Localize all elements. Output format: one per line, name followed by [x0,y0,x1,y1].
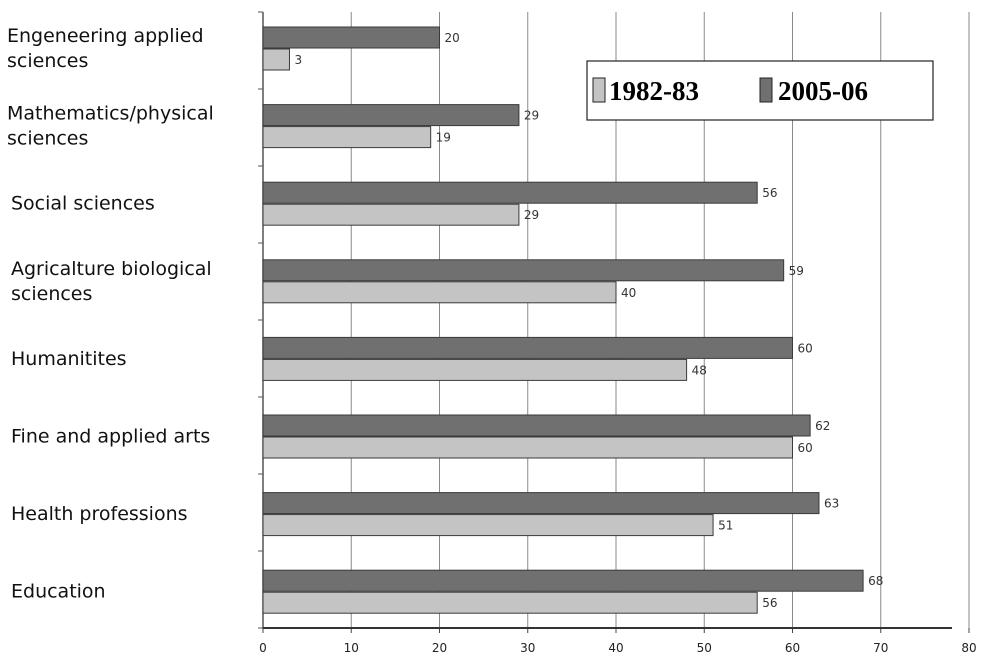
category-label-5: Fine and applied arts [11,425,210,447]
bar-2005-06-4 [262,336,793,359]
bars [262,26,864,614]
category-label-1: Mathematics/physical sciences [7,102,214,149]
bar-1982-83-2 [262,203,520,226]
value-label-2005-06-7: 68 [868,574,883,588]
bar-2005-06-5 [262,414,811,437]
bar-2005-06-2 [262,181,758,204]
x-tick-label: 20 [432,641,447,655]
category-label-4: Humanitites [11,347,127,369]
bar-1982-83-4 [262,358,688,381]
bar-2005-06-6 [262,492,820,515]
value-label-1982-83-6: 51 [718,519,733,533]
value-label-2005-06-4: 60 [798,341,813,355]
legend-swatch-0 [592,77,606,103]
legend-label-0: 1982-83 [609,76,699,106]
category-label-7: Education [11,580,106,602]
value-label-2005-06-2: 56 [762,186,777,200]
x-tick-labels: 0 10 20 30 40 50 60 70 80 [259,641,976,655]
value-label-1982-83-2: 29 [524,208,539,222]
value-label-2005-06-6: 63 [824,497,839,511]
category-label-2: Social sciences [11,192,155,214]
x-tick-label: 60 [785,641,800,655]
value-label-2005-06-5: 62 [815,419,830,433]
bar-1982-83-6 [262,514,714,537]
legend: 1982-83 2005-06 [586,60,934,121]
value-label-1982-83-0: 3 [294,53,302,67]
value-label-2005-06-0: 20 [445,31,460,45]
bar-1982-83-5 [262,436,793,459]
x-tick-label: 30 [520,641,535,655]
x-tick-label: 80 [961,641,976,655]
bar-2005-06-7 [262,569,864,592]
bar-1982-83-3 [262,281,617,304]
category-label-6: Health professions [11,503,188,525]
bar-2005-06-0 [262,26,440,49]
legend-label-1: 2005-06 [778,76,868,106]
bar-1982-83-7 [262,591,758,614]
bar-1982-83-1 [262,126,432,149]
category-label-0: Engeneering applied sciences [7,25,204,72]
x-tick-label: 50 [697,641,712,655]
x-tick-label: 40 [608,641,623,655]
x-tick-label: 10 [344,641,359,655]
value-label-1982-83-1: 19 [436,131,451,145]
bar-2005-06-1 [262,104,520,127]
value-label-2005-06-3: 59 [789,264,804,278]
x-tick-label: 0 [259,641,267,655]
bar-2005-06-3 [262,259,785,282]
value-label-1982-83-5: 60 [798,441,813,455]
bar-1982-83-0 [262,48,290,71]
legend-swatch-1 [759,77,773,103]
x-tick-label: 70 [873,641,888,655]
value-label-1982-83-4: 48 [692,363,707,377]
category-labels: Engeneering applied sciences Mathematics/p… [7,25,214,603]
value-label-2005-06-1: 29 [524,109,539,123]
category-label-3: Agricalture biological sciences [11,257,212,304]
value-label-1982-83-7: 56 [762,596,777,610]
value-label-1982-83-3: 40 [621,286,636,300]
